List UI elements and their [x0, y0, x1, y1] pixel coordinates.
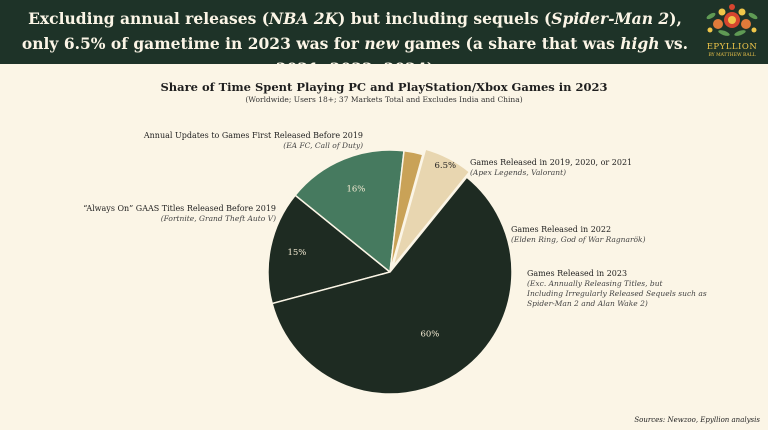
logo-byline: BY MATTHEW BALL [708, 53, 756, 58]
slice-examples: (Exc. Annually Releasing Titles, but [527, 279, 664, 288]
floral-emblem-icon [706, 4, 758, 36]
slice-examples: (EA FC, Call of Duty) [283, 141, 363, 150]
chart-subtitle: (Worldwide; Users 18+; 37 Markets Total … [245, 95, 523, 104]
slice-label-annual-updates-to-games-first-released-before-2019: Annual Updates to Games First Released B… [143, 131, 363, 150]
slice-examples: (Fortnite, Grand Theft Auto V) [161, 214, 276, 223]
slice-value-label: 6.5% [434, 161, 456, 171]
pie-slice-annual-updates-to-games-first-released-before-2019 [267, 194, 392, 305]
pie-slice-games-released-in-2019-2020-or-2021 [294, 149, 405, 274]
slice-value-label: 15% [287, 248, 306, 258]
pie-slice-always-on-gaas-titles-released-before-2019 [271, 176, 513, 395]
slice-value-label: 16% [346, 184, 365, 194]
slice-examples: (Elden Ring, God of War Ragnarök) [511, 235, 646, 244]
pie-slice-games-released-in-2023 [392, 148, 471, 268]
slice-value-label: 60% [420, 329, 439, 339]
slice-name: Games Released in 2022 [511, 225, 611, 234]
slice-name: Games Released in 2019, 2020, or 2021 [470, 158, 632, 167]
epyllion-logo: EPYLLION BY MATTHEW BALL [700, 2, 764, 62]
slice-name: Annual Updates to Games First Released B… [143, 131, 363, 140]
source-note: Sources: Newzoo, Epyllion analysis [634, 416, 760, 424]
pie-slice-games-released-in-2022 [389, 149, 424, 273]
slice-label-games-released-in-2019-2020-or-2021: Games Released in 2019, 2020, or 2021(Ap… [470, 158, 632, 177]
slice-name: Games Released in 2023 [527, 269, 627, 278]
chart-title: Share of Time Spent Playing PC and PlayS… [160, 80, 608, 94]
slice-examples: Including Irregularly Released Sequels s… [526, 289, 707, 298]
headline: Excluding annual releases (NBA 2K) but i… [21, 9, 689, 78]
logo-name: EPYLLION [706, 42, 758, 52]
slice-label-always-on-gaas-titles-released-before-2019: “Always On” GAAS Titles Released Before … [83, 204, 276, 223]
title-banner [0, 0, 768, 64]
slice-name: “Always On” GAAS Titles Released Before … [83, 204, 276, 213]
slice-label-games-released-in-2022: Games Released in 2022(Elden Ring, God o… [511, 225, 646, 244]
slice-examples: (Apex Legends, Valorant) [470, 168, 566, 177]
slice-label-games-released-in-2023: Games Released in 2023(Exc. Annually Rel… [526, 269, 707, 308]
slice-examples: Spider-Man 2 and Alan Wake 2) [527, 299, 648, 308]
